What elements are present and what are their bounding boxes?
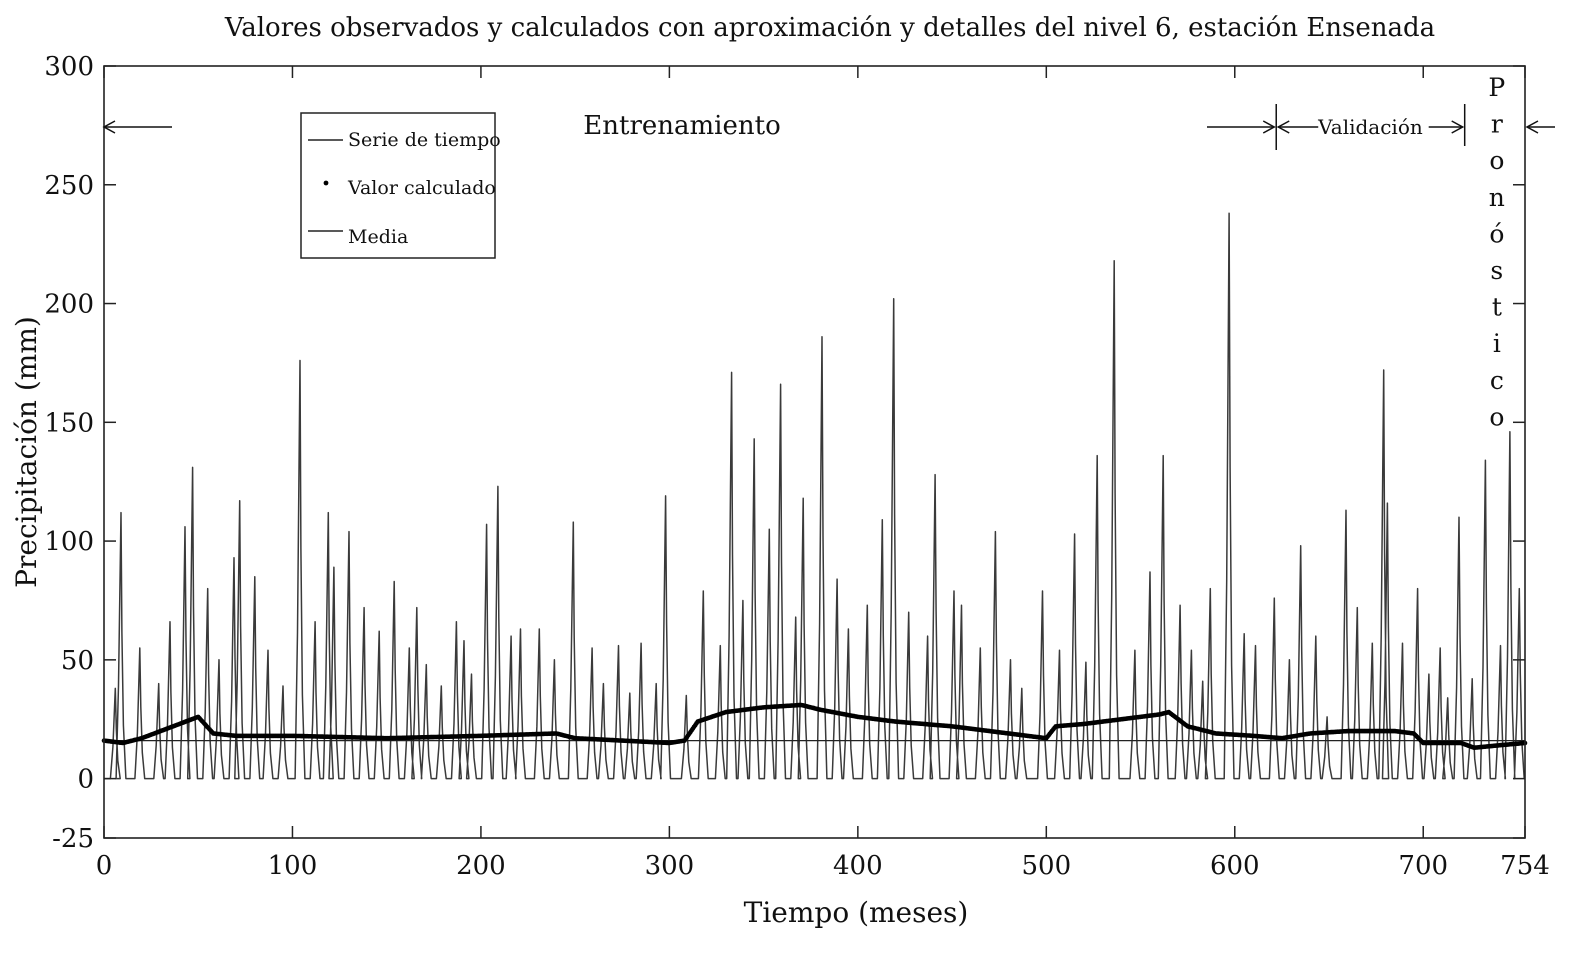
y-tick-label: 200 bbox=[44, 290, 94, 320]
y-tick-label: 250 bbox=[44, 171, 94, 201]
y-axis-title: Precipitación (mm) bbox=[10, 316, 43, 588]
legend-box bbox=[300, 112, 496, 259]
forecast-label-letter: o bbox=[1489, 146, 1504, 175]
x-tick-label: 400 bbox=[833, 851, 883, 881]
y-tick-label: 100 bbox=[44, 527, 94, 557]
plot-area bbox=[101, 212, 1528, 780]
legend-swatch-calculated bbox=[323, 180, 329, 186]
training-arrow-left-head bbox=[102, 120, 116, 134]
training-arrow-right-head bbox=[1262, 120, 1276, 134]
forecast-label-letter: t bbox=[1492, 293, 1502, 322]
forecast-label-letter: s bbox=[1490, 256, 1503, 285]
forecast-label-letter: o bbox=[1489, 402, 1504, 431]
validation-label: Validación bbox=[1317, 115, 1423, 139]
legend-label-mean: Media bbox=[348, 226, 408, 248]
validation-arrow-left-head bbox=[1276, 120, 1290, 134]
x-tick-label: 100 bbox=[268, 851, 318, 881]
y-tick-label: 300 bbox=[44, 52, 94, 82]
forecast-label-letter: ó bbox=[1489, 219, 1504, 248]
x-tick-label: 754 bbox=[1500, 851, 1550, 881]
series-calculated-values bbox=[101, 702, 1528, 750]
plot-frame bbox=[103, 65, 1526, 839]
legend: Serie de tiempo Valor calculado Media bbox=[300, 112, 501, 259]
y-tick-label: 50 bbox=[61, 646, 94, 676]
y-tick-label: 0 bbox=[77, 765, 94, 795]
legend-label-time-series: Serie de tiempo bbox=[348, 129, 501, 151]
training-label: Entrenamiento bbox=[583, 111, 780, 141]
x-tick-label: 500 bbox=[1021, 851, 1071, 881]
y-tick-label: -25 bbox=[52, 824, 94, 854]
chart-title: Valores observados y calculados con apro… bbox=[224, 13, 1435, 43]
series-time-series-line bbox=[104, 212, 1525, 780]
x-tick-label: 300 bbox=[645, 851, 695, 881]
x-axis-title: Tiempo (meses) bbox=[744, 896, 969, 929]
x-tick-label: 0 bbox=[96, 851, 113, 881]
x-tick-label: 700 bbox=[1398, 851, 1448, 881]
legend-label-calculated: Valor calculado bbox=[347, 177, 496, 199]
forecast-label-letter: r bbox=[1491, 110, 1503, 139]
forecast-label-letter: c bbox=[1490, 366, 1504, 395]
forecast-label-letter: i bbox=[1493, 329, 1501, 358]
forecast-label-letter: P bbox=[1488, 73, 1505, 102]
x-tick-label: 200 bbox=[456, 851, 506, 881]
forecast-label-letter: n bbox=[1489, 183, 1505, 212]
x-tick-label: 600 bbox=[1210, 851, 1260, 881]
validation-arrow-right-head bbox=[1451, 120, 1465, 134]
y-tick-label: 150 bbox=[44, 408, 94, 438]
forecast-arrow-left-head bbox=[1525, 120, 1539, 134]
